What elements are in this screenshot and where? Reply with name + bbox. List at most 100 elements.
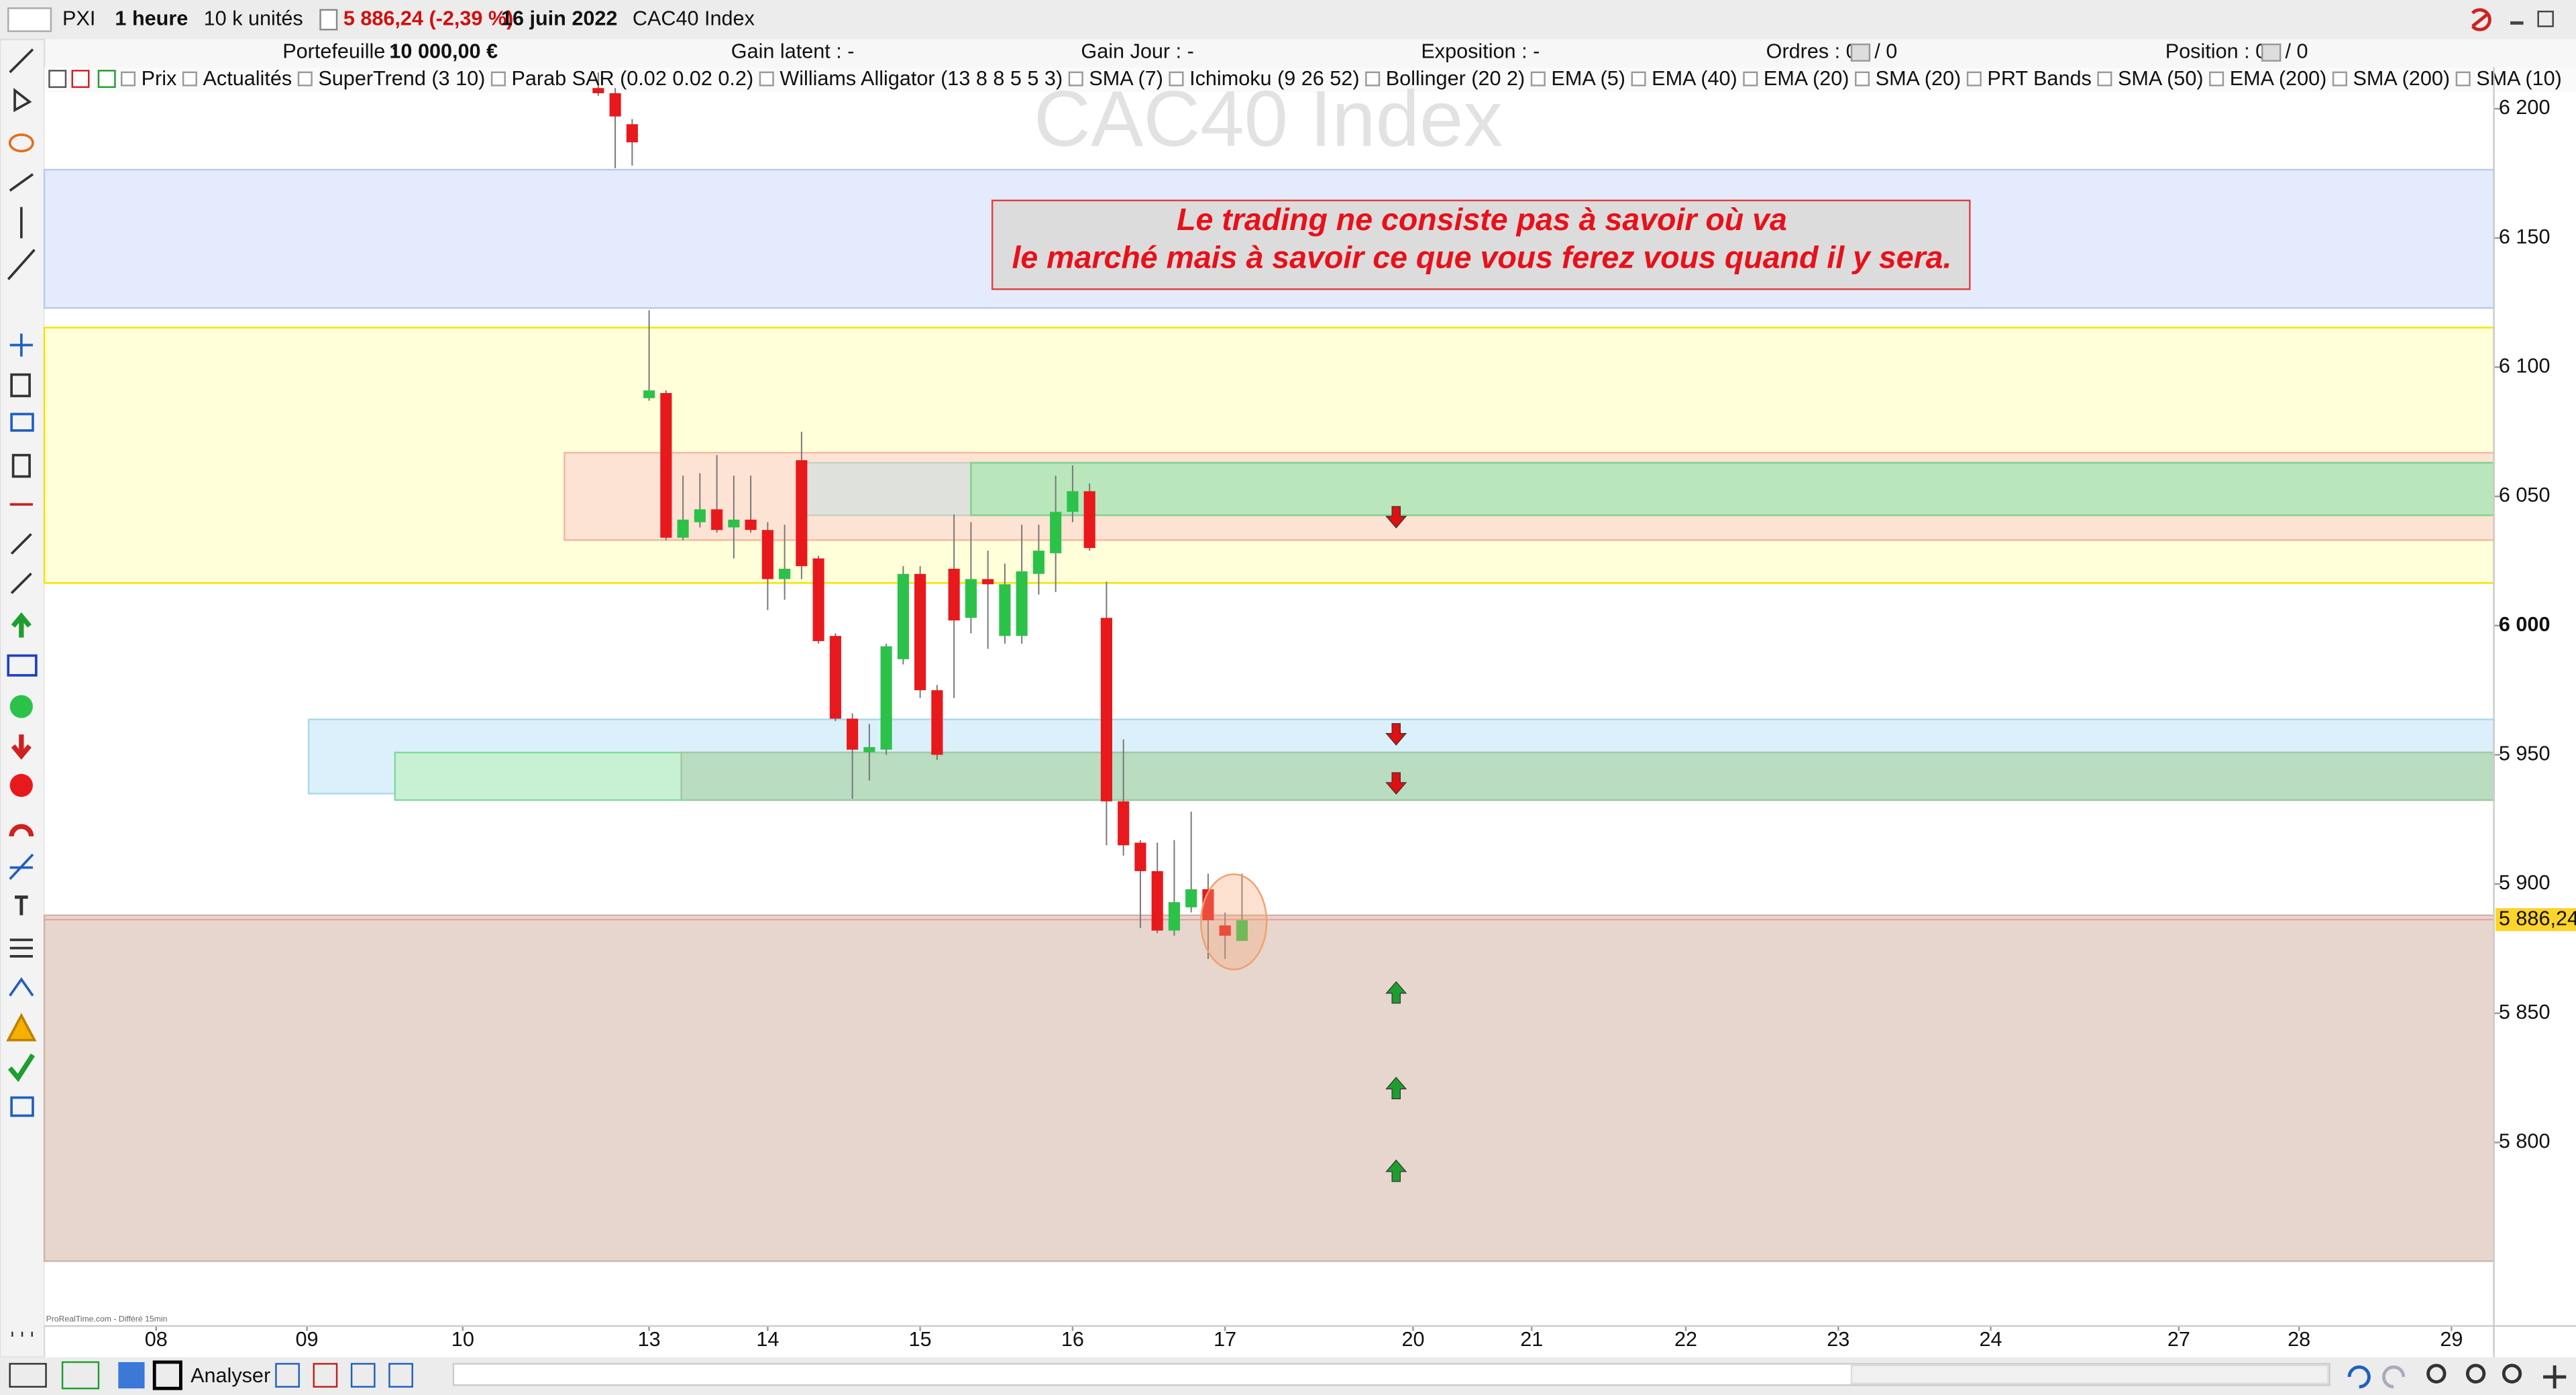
candle-body <box>965 579 977 618</box>
indicator-label[interactable]: Williams Alligator (13 8 8 5 5 3) <box>780 67 1063 90</box>
window-icon[interactable] <box>48 70 67 89</box>
indicator-label[interactable]: Prix <box>142 67 177 90</box>
indicator-checkbox[interactable] <box>1530 71 1546 87</box>
symbol[interactable]: PXI <box>62 7 95 30</box>
analyse-button[interactable]: Analyser <box>191 1364 270 1387</box>
y-tick-label: 5 800 <box>2499 1130 2551 1153</box>
indicator-checkbox[interactable] <box>490 71 506 87</box>
cursor-tool[interactable] <box>13 87 32 113</box>
up-icon[interactable] <box>97 70 116 89</box>
zone <box>43 914 2495 1262</box>
up-tool[interactable] <box>11 612 32 638</box>
indicator-label[interactable]: EMA (40) <box>1652 67 1737 90</box>
indicator-label[interactable]: Bollinger (20 2) <box>1386 67 1525 90</box>
indicator-label[interactable]: Ichimoku (9 26 52) <box>1189 67 1359 90</box>
dislike-tool[interactable] <box>9 773 33 797</box>
check-tool[interactable] <box>7 1053 36 1082</box>
down-tool[interactable] <box>11 734 32 760</box>
rect-tool[interactable] <box>10 412 34 432</box>
scroll-thumb[interactable] <box>1850 1364 2329 1385</box>
delete-tool[interactable] <box>11 453 31 478</box>
window-tool[interactable] <box>10 1096 34 1117</box>
maximize-icon[interactable] <box>2537 10 2554 27</box>
unrealized-gain: Gain latent : - <box>731 40 855 62</box>
percent-tool[interactable] <box>7 654 38 677</box>
fib2-tool[interactable] <box>9 938 33 958</box>
segment-tool[interactable] <box>7 249 36 280</box>
tool-icons <box>6 48 38 1337</box>
indicator-checkbox[interactable] <box>1365 71 1381 87</box>
redo-button[interactable] <box>2382 1365 2406 1389</box>
line-tool[interactable] <box>9 173 34 192</box>
indicator-label[interactable]: SMA (10) <box>2476 67 2562 90</box>
indicator-checkbox[interactable] <box>2455 71 2471 87</box>
candle-body <box>999 584 1011 636</box>
indicator-checkbox[interactable] <box>1068 71 1083 87</box>
undo-button[interactable] <box>2347 1365 2371 1389</box>
indicator-checkbox[interactable] <box>1966 71 1982 87</box>
share-button[interactable] <box>118 1362 145 1389</box>
indicator-checkbox[interactable] <box>297 71 313 87</box>
symbol-icon[interactable] <box>7 7 52 32</box>
position-button[interactable] <box>2261 43 2282 62</box>
indicator-label[interactable]: SuperTrend (3 10) <box>318 67 485 90</box>
x-tick-label: 10 <box>451 1328 474 1351</box>
units[interactable]: 10 k unités <box>204 7 303 30</box>
magnet-tool[interactable] <box>9 824 34 837</box>
text-tool[interactable] <box>15 895 28 915</box>
indicator-checkbox[interactable] <box>759 71 774 87</box>
alert-tool[interactable] <box>6 1013 37 1042</box>
indicator-checkbox[interactable] <box>2097 71 2112 87</box>
x-tick-label: 08 <box>145 1328 168 1351</box>
orders-button[interactable] <box>1850 43 1871 62</box>
indicator-button[interactable] <box>61 1361 100 1390</box>
zoom-out-button[interactable] <box>2465 1363 2486 1384</box>
period[interactable]: 1 heure <box>115 7 188 30</box>
indicator-label[interactable]: SMA (200) <box>2353 67 2451 90</box>
indicator-label[interactable]: EMA (5) <box>1551 67 1625 90</box>
tool-button-1[interactable] <box>275 1363 300 1388</box>
fib3-tool[interactable] <box>9 976 34 997</box>
layout-button[interactable] <box>152 1360 182 1390</box>
indicator-checkbox[interactable] <box>121 71 136 87</box>
indicator-checkbox[interactable] <box>182 71 197 87</box>
move-tool[interactable] <box>9 333 33 357</box>
tool-button-4[interactable] <box>388 1363 413 1388</box>
x-tick-label: 27 <box>2167 1328 2190 1351</box>
indicator-label[interactable]: SMA (20) <box>1876 67 1962 90</box>
indicator-label[interactable]: PRT Bands <box>1987 67 2091 90</box>
down-icon[interactable] <box>71 70 90 89</box>
refresh-icon[interactable] <box>2471 8 2491 32</box>
indicator-label[interactable]: SMA (50) <box>2118 67 2204 90</box>
zoom-in-button[interactable] <box>2502 1363 2522 1384</box>
x-tick-label: 29 <box>2440 1328 2463 1351</box>
indicator-checkbox[interactable] <box>2332 71 2347 87</box>
indicator-checkbox[interactable] <box>1631 71 1646 87</box>
ellipse-tool[interactable] <box>8 133 34 153</box>
arrow-tool[interactable] <box>10 533 32 555</box>
tool-button-2[interactable] <box>313 1363 338 1388</box>
indicator-label[interactable]: EMA (200) <box>2230 67 2327 90</box>
candle-body <box>948 569 960 621</box>
like-tool[interactable] <box>9 695 33 718</box>
indicator-label[interactable]: EMA (20) <box>1764 67 1849 90</box>
tool-button-3[interactable] <box>350 1363 376 1388</box>
zoom-fit-button[interactable] <box>2426 1363 2447 1384</box>
x-tick-label: 24 <box>1980 1328 2002 1351</box>
indicator-label[interactable]: Actualités <box>203 67 292 90</box>
indicator-label[interactable]: Parab SAR (0.02 0.02 0.2) <box>511 67 753 90</box>
candle-body <box>1100 618 1112 801</box>
fib-tool[interactable] <box>9 853 34 880</box>
minimize-icon[interactable] <box>2510 21 2524 25</box>
chart-type-button[interactable] <box>9 1363 47 1388</box>
indicator-checkbox[interactable] <box>1169 71 1184 87</box>
indicator-checkbox[interactable] <box>2209 71 2224 87</box>
indicator-label[interactable]: SMA (7) <box>1089 67 1163 90</box>
move-button[interactable] <box>2543 1365 2567 1389</box>
copy-tool[interactable] <box>10 373 31 398</box>
pen-tool[interactable] <box>9 48 34 74</box>
arrow2-tool[interactable] <box>10 572 32 594</box>
indicator-checkbox[interactable] <box>1855 71 1870 87</box>
candle-body <box>982 579 994 585</box>
indicator-checkbox[interactable] <box>1743 71 1758 87</box>
